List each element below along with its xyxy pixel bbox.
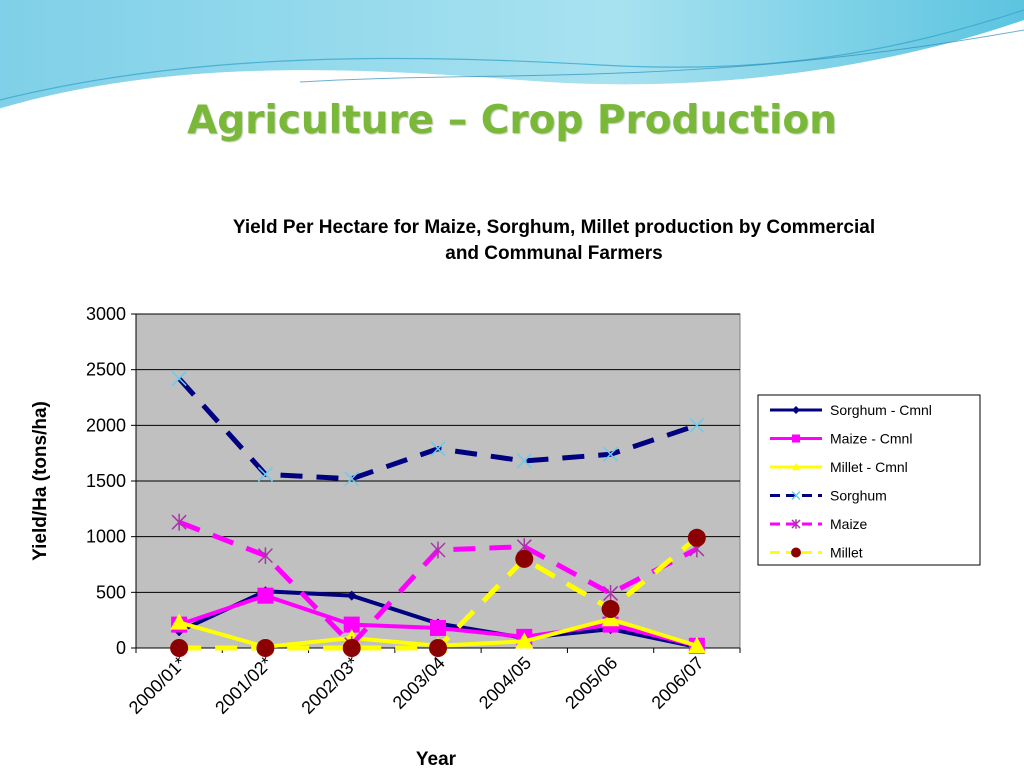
data-point <box>430 441 446 457</box>
y-tick-label: 0 <box>116 638 126 658</box>
data-point <box>171 513 187 531</box>
legend-marker <box>791 519 801 529</box>
data-point <box>687 636 706 653</box>
x-tick-label: 2004/05 <box>475 653 535 713</box>
data-point <box>257 466 273 482</box>
gridlines <box>136 313 740 649</box>
data-point <box>346 590 357 601</box>
legend-marker <box>792 434 800 443</box>
x-axis-label: Year <box>416 749 457 768</box>
x-tick-label: 2002/03* <box>297 653 362 718</box>
data-point <box>430 541 446 559</box>
y-axis-ticks: 0 500 1000 1500 2000 2500 3000 <box>86 304 137 658</box>
data-point <box>516 453 532 469</box>
x-tick-label: 2005/06 <box>561 653 621 713</box>
data-point <box>171 371 187 387</box>
series-layer <box>170 371 706 657</box>
legend-label: Millet <box>830 545 863 561</box>
legend-marker <box>792 463 800 471</box>
y-tick-label: 1500 <box>86 471 126 491</box>
series-3 <box>171 371 705 487</box>
data-point <box>687 528 706 547</box>
series-5 <box>170 528 706 657</box>
legend-box <box>757 394 981 566</box>
legend-marker <box>791 490 801 501</box>
legend-label: Maize - Cmnl <box>830 431 912 447</box>
data-point <box>170 639 189 657</box>
legend-label: Maize <box>830 516 868 532</box>
x-tick-label: 2000/01* <box>125 653 190 718</box>
legend-label: Millet - Cmnl <box>830 459 908 475</box>
data-point <box>344 471 360 487</box>
chart-title-line-1: Yield Per Hectare for Maize, Sorghum, Mi… <box>233 217 875 238</box>
y-axis-label: Yield/Ha (tons/ha) <box>30 401 51 561</box>
legend-marker <box>791 547 801 558</box>
data-point <box>603 446 619 462</box>
data-point <box>603 585 619 602</box>
y-tick-label: 500 <box>96 582 126 602</box>
data-point <box>343 616 360 633</box>
x-tick-label: 2001/02* <box>211 653 276 718</box>
x-tick-label: 2006/07 <box>648 653 708 713</box>
data-point <box>601 610 620 627</box>
x-axis-ticks: 2000/01* 2001/02* 2002/03* 2003/04 2004/05 20… <box>125 647 741 718</box>
legend-label: Sorghum <box>830 488 887 504</box>
y-tick-label: 1000 <box>86 527 126 547</box>
y-tick-label: 3000 <box>86 304 126 324</box>
y-tick-label: 2000 <box>86 415 126 435</box>
data-point <box>256 639 275 657</box>
y-tick-label: 2500 <box>86 360 126 380</box>
chart-title-line-2: and Communal Farmers <box>445 243 663 264</box>
data-point <box>601 600 620 619</box>
data-point <box>429 639 447 657</box>
data-point <box>342 639 361 657</box>
data-point <box>515 549 534 568</box>
data-point <box>257 547 273 564</box>
legend-marker <box>792 406 800 414</box>
x-tick-label: 2003/04 <box>389 653 449 713</box>
legend: Sorghum - Cmnl Maize - Cmnl Millet - Cmnl S… <box>757 394 981 566</box>
legend-label: Sorghum - Cmnl <box>830 402 932 418</box>
slide-title: Agriculture – Crop Production <box>187 98 837 143</box>
data-point <box>515 632 534 649</box>
data-point <box>689 417 705 433</box>
data-point <box>170 613 189 630</box>
data-point <box>430 619 446 636</box>
data-point <box>257 587 274 604</box>
slide-header-decoration <box>0 0 1024 112</box>
